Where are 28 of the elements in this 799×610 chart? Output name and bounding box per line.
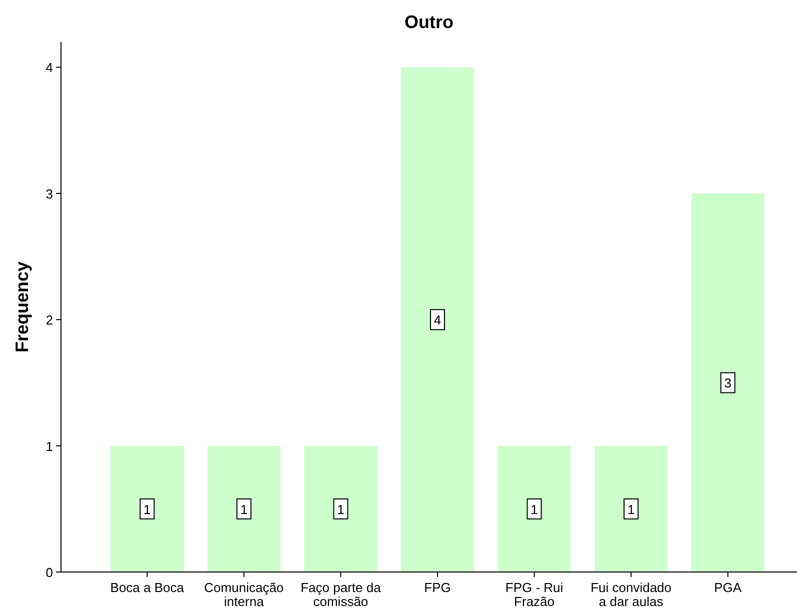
y-axis-title: Frequency [12,261,32,353]
bar [498,446,571,572]
y-tick-label: 0 [46,565,53,580]
data-label: 1 [144,502,151,517]
data-label: 1 [240,502,248,517]
data-label: 4 [434,312,442,328]
x-tick-label: Faço parte da comissão [300,580,382,609]
bar [691,193,764,572]
bar [304,446,378,572]
bar [110,446,184,572]
x-tick-label: PGA [714,580,742,595]
data-label: 3 [724,376,732,391]
x-tick-label: FPG - Rui Frazão [505,580,564,609]
y-tick-label: 1 [46,438,53,454]
chart-title: Outro [404,12,454,32]
x-tick-label: FPG [424,580,451,595]
x-tick-label: Boca a Boca [110,580,185,595]
bar [400,67,474,572]
x-tick-label: Fui convidado a dar aulas [590,580,672,609]
bar [207,446,280,572]
bar [594,446,668,572]
y-tick-label: 2 [46,312,53,328]
x-tick-label: Comunicação interna [204,580,284,609]
y-tick-label: 4 [46,60,53,76]
data-label: 1 [337,502,344,517]
data-label: 1 [627,502,635,517]
y-tick-label: 3 [46,186,53,202]
data-label: 1 [530,502,538,517]
